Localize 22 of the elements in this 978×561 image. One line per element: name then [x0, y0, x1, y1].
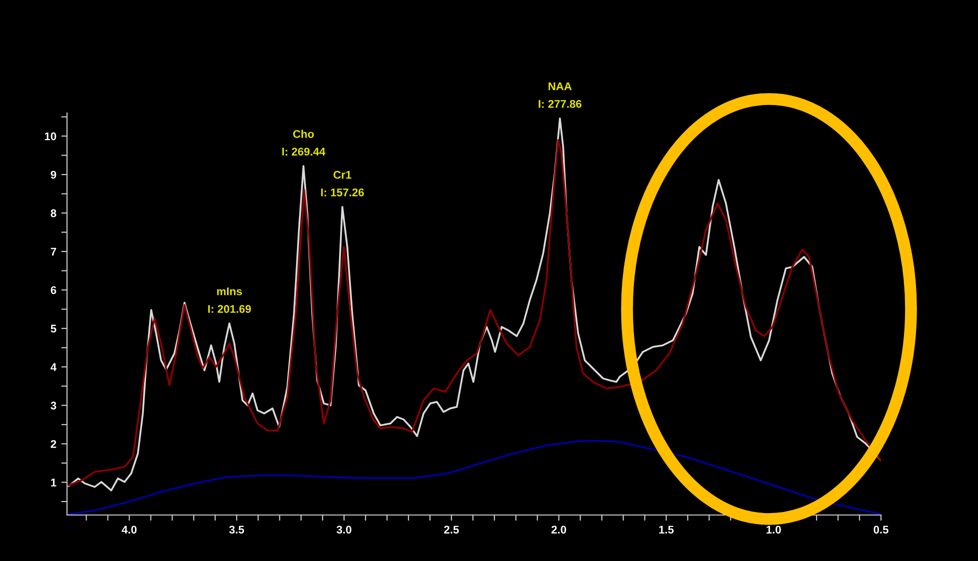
annotation: mIns I: 201.69: [208, 288, 251, 313]
y-tick-label: 2: [50, 440, 56, 448]
y-tick-label: 9: [50, 170, 56, 179]
annotation: NAA I: 277.86: [538, 82, 582, 108]
y-tick-label: 6: [50, 286, 56, 294]
x-tick-label: 4.0: [122, 526, 137, 534]
y-tick-label: 7: [50, 248, 56, 256]
x-tick-label: 2.5: [444, 526, 459, 534]
x-tick-label: 3.0: [336, 526, 352, 534]
y-tick-label: 3: [50, 402, 56, 410]
y-tick-label: 4: [50, 363, 57, 371]
x-tick-label: 1.5: [659, 526, 674, 534]
y-tick-label: 1: [51, 478, 56, 486]
y-tick-label: 10: [44, 132, 56, 140]
x-tick-label: 2.0: [552, 526, 566, 534]
x-tick-label: 1.0: [766, 526, 781, 534]
annotation: Cr1 I: 157.26: [321, 170, 364, 196]
annotation: Cho I: 269.44: [282, 130, 326, 156]
y-tick-label: 8: [50, 209, 56, 218]
y-tick-label: 5: [50, 324, 56, 333]
x-tick-label: 3.5: [229, 526, 244, 534]
x-tick-label: 0.5: [874, 526, 888, 534]
